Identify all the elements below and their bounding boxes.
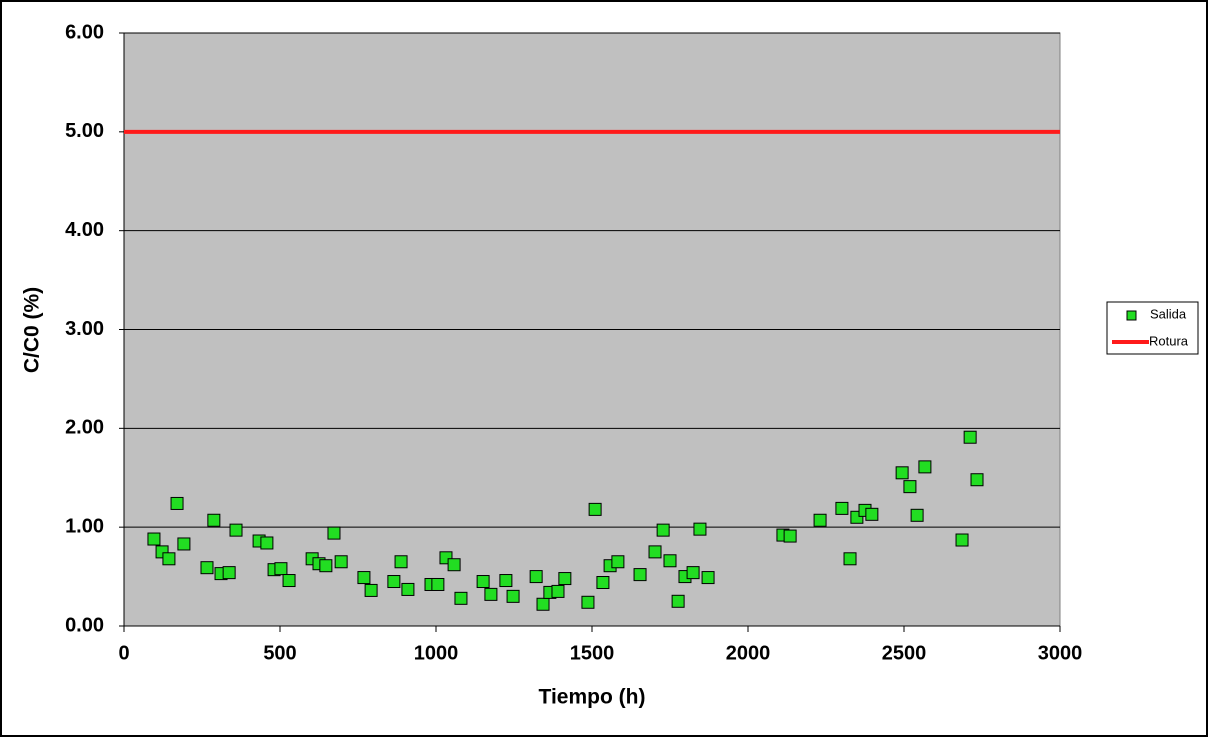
marker [865,507,879,521]
marker [648,545,662,559]
x-tick-label: 3000 [1038,642,1083,664]
y-tick-label: 0.00 [65,614,104,636]
marker [476,575,490,589]
marker [656,523,670,537]
marker [588,502,602,516]
y-tick-label: 6.00 [65,21,104,43]
marker [357,571,371,585]
marker [783,529,797,543]
marker [963,430,977,444]
marker [835,501,849,515]
marker [387,575,401,589]
legend-box [1106,301,1199,355]
y-tick-label: 1.00 [65,515,104,537]
marker [170,496,184,510]
marker [200,561,214,575]
x-tick-label: 0 [118,642,129,664]
marker [910,508,924,522]
marker [229,523,243,537]
marker [177,537,191,551]
marker [207,513,221,527]
marker [581,595,595,609]
marker [484,587,498,601]
marker [454,591,468,605]
marker [447,558,461,572]
marker [327,526,341,540]
marker [903,480,917,494]
y-tick-label: 5.00 [65,120,104,142]
y-axis-label: C/C0 (%) [21,287,44,373]
marker [274,562,288,576]
marker [693,522,707,536]
marker [282,574,296,588]
marker [633,568,647,582]
marker [162,552,176,566]
marker [671,594,685,608]
marker [955,533,969,547]
y-tick-label: 3.00 [65,318,104,340]
legend-symbol [1126,310,1137,321]
marker [596,576,610,590]
marker [551,584,565,598]
x-tick-label: 500 [263,642,296,664]
y-tick-label: 2.00 [65,417,104,439]
marker [394,555,408,569]
marker [431,577,445,591]
marker [536,597,550,611]
marker [895,466,909,480]
marker [147,532,161,546]
marker [529,570,543,584]
marker [558,572,572,586]
marker [222,566,236,580]
marker [813,513,827,527]
marker [506,589,520,603]
x-tick-label: 1500 [570,642,615,664]
y-tick-label: 4.00 [65,219,104,241]
marker [334,555,348,569]
marker [611,555,625,569]
x-tick-label: 1000 [414,642,459,664]
marker [499,574,513,588]
marker [701,571,715,585]
marker [401,582,415,596]
x-tick-label: 2000 [726,642,771,664]
marker [663,554,677,568]
marker [918,460,932,474]
marker [260,536,274,550]
legend-label: Rotura [1149,333,1189,348]
marker [686,566,700,580]
x-axis-label: Tiempo (h) [539,686,646,709]
legend-label: Salida [1150,306,1187,321]
marker [843,552,857,566]
marker [364,583,378,597]
x-tick-label: 2500 [882,642,927,664]
marker [970,473,984,487]
marker [319,559,333,573]
